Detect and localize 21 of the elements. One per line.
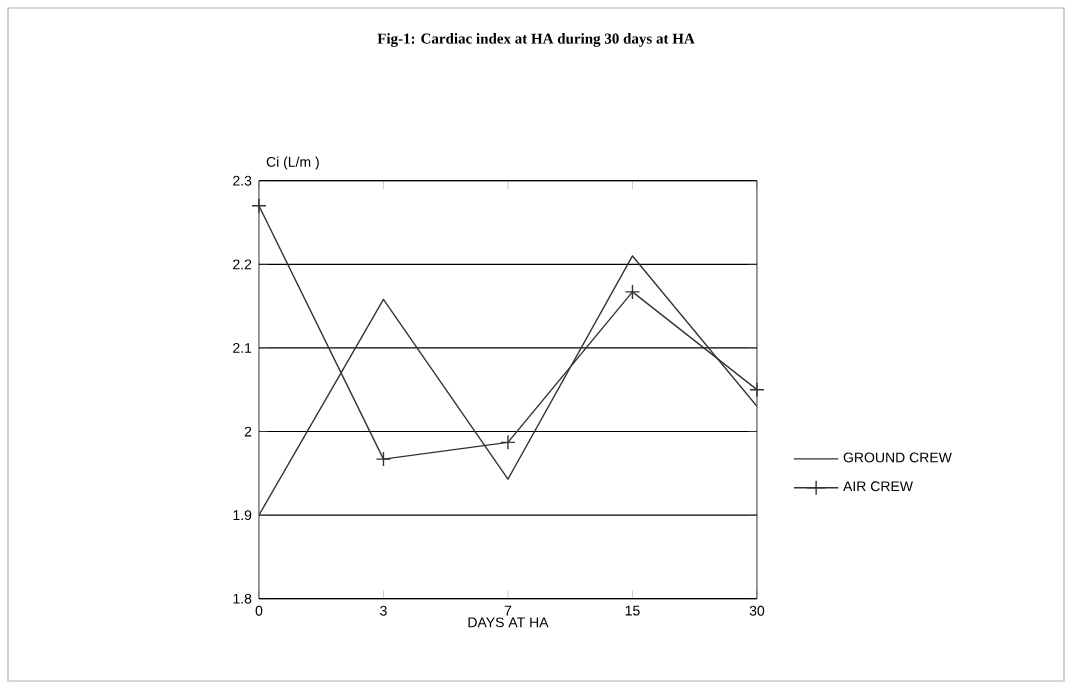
legend-label: GROUND CREW	[843, 452, 952, 463]
legend-label: AIR CREW	[843, 481, 913, 492]
y-tick-label: 2.1	[233, 343, 252, 353]
y-axis-title: Ci (L/m )	[266, 156, 319, 170]
x-tick-label: 7	[504, 605, 512, 616]
x-axis-title: DAYS AT HA	[468, 617, 549, 628]
point	[500, 434, 516, 451]
x-tick-label: 15	[625, 605, 640, 616]
point	[749, 382, 765, 398]
y-tick-label: 2.3	[233, 175, 252, 186]
point	[375, 451, 392, 467]
x-tick-label: 3	[380, 605, 387, 616]
point	[624, 284, 641, 300]
x-tick-label: 30	[749, 605, 765, 616]
x-tick-label: 0	[255, 605, 263, 616]
point	[251, 198, 267, 214]
y-tick-label: 1.8	[233, 593, 252, 604]
y-tick-label: 2	[244, 426, 252, 437]
chart-title: Fig-1: Cardiac index at HA during 30 days at HA	[377, 33, 695, 47]
y-tick-label: 1.9	[233, 510, 252, 521]
y-tick-label: 2.2	[233, 259, 252, 270]
